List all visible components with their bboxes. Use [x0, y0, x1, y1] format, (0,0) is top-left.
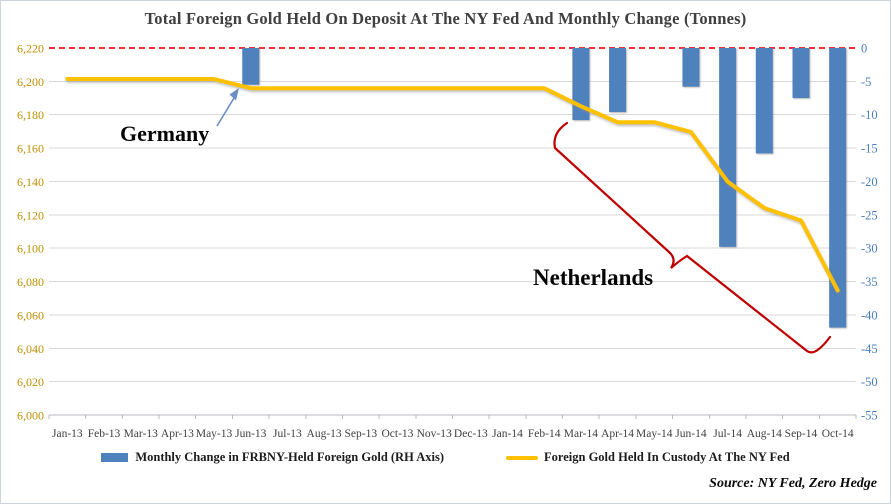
bar-Jul-14 — [719, 48, 737, 247]
chart-legend: Monthly Change in FRBNY-Held Foreign Gol… — [1, 450, 890, 465]
bars-group — [242, 48, 847, 328]
source-note: Source: NY Fed, Zero Hedge — [709, 476, 877, 491]
left-axis-label: 6,080 — [17, 275, 44, 289]
x-axis-label: Apr-13 — [161, 428, 194, 440]
netherlands-brace — [553, 121, 832, 354]
right-axis-label: -25 — [861, 208, 878, 222]
right-axis-label: -35 — [861, 275, 878, 289]
right-axis-label: -45 — [861, 342, 878, 356]
x-axis-label: Mar-13 — [124, 428, 159, 440]
germany-arrow-line — [216, 97, 235, 127]
left-axis-label: 6,060 — [17, 308, 44, 322]
x-axis-label: Aug-14 — [747, 428, 782, 440]
germany-annotation: Germany — [120, 88, 239, 146]
bar-swatch — [101, 453, 129, 462]
left-axis-label: 6,020 — [17, 375, 44, 389]
x-axis-label: Apr-14 — [601, 428, 634, 440]
x-axis-label: May-13 — [196, 428, 233, 440]
left-axis-label: 6,220 — [17, 42, 44, 56]
right-axis-label: -20 — [861, 175, 878, 189]
right-axis-label: -30 — [861, 242, 878, 256]
right-axis-label: -10 — [861, 108, 878, 122]
left-axis-label: 6,200 — [17, 75, 44, 89]
x-axis-label: Oct-13 — [382, 428, 414, 440]
left-axis-label: 6,040 — [17, 342, 44, 356]
x-axis-label: Mar-14 — [564, 428, 599, 440]
left-axis-label: 6,120 — [17, 208, 44, 222]
left-axis-label: 6,180 — [17, 108, 44, 122]
x-axis-label: Dec-13 — [454, 428, 488, 440]
right-axis-label: 0 — [861, 42, 867, 56]
chart-title: Total Foreign Gold Held On Deposit At Th… — [144, 9, 747, 28]
netherlands-annotation: Netherlands — [533, 121, 832, 354]
germany-arrowhead-icon — [229, 88, 239, 101]
bar-Aug-14 — [755, 48, 773, 154]
x-axis-label: Sep-13 — [344, 428, 377, 440]
x-axis-label: Jul-13 — [273, 428, 302, 440]
bar-Jun-13 — [242, 48, 260, 85]
line-swatch — [506, 455, 539, 460]
bar-Jun-14 — [682, 48, 700, 87]
x-axis-label: Jun-13 — [235, 428, 267, 440]
left-axis-label: 6,160 — [17, 142, 44, 156]
germany-label: Germany — [120, 121, 209, 146]
x-axis-label: Jan-14 — [492, 428, 523, 440]
x-axis-label: Feb-13 — [88, 428, 121, 440]
x-axis-label: May-14 — [636, 428, 673, 440]
left-axis-label: 6,140 — [17, 175, 44, 189]
legend-item-line: Foreign Gold Held In Custody At The NY F… — [506, 450, 790, 465]
left-axis-label: 6,100 — [17, 242, 44, 256]
x-axis-label: Jan-13 — [52, 428, 83, 440]
x-axis-label: Feb-14 — [528, 428, 561, 440]
legend-label-line: Foreign Gold Held In Custody At The NY F… — [544, 450, 790, 464]
x-axis-label: Nov-13 — [417, 428, 452, 440]
axis-labels-group: 6,220 6,200 6,180 6,160 6,140 6,120 6,100 6,080… — [17, 42, 878, 441]
x-axis-label: Sep-14 — [785, 428, 818, 440]
right-axis-label: -40 — [861, 308, 878, 322]
bar-Apr-14 — [609, 48, 627, 113]
right-axis-label: -5 — [861, 75, 871, 89]
right-axis-label: -15 — [861, 142, 878, 156]
custody-line — [65, 77, 840, 293]
legend-label-bars: Monthly Change in FRBNY-Held Foreign Gol… — [135, 450, 445, 464]
legend-item-bars: Monthly Change in FRBNY-Held Foreign Gol… — [101, 450, 444, 465]
x-axis-label: Jun-14 — [675, 428, 707, 440]
bar-Sep-14 — [792, 48, 810, 99]
left-axis-label: 6,000 — [17, 409, 44, 423]
x-axis-label: Aug-13 — [307, 428, 342, 440]
netherlands-label: Netherlands — [533, 265, 653, 290]
x-axis-label: Jul-14 — [713, 428, 742, 440]
line-group — [65, 77, 840, 293]
x-axis-label: Oct-14 — [822, 428, 854, 440]
bar-Oct-14 — [829, 48, 847, 328]
right-axis-label: -50 — [861, 375, 878, 389]
right-axis-label: -55 — [861, 409, 878, 423]
